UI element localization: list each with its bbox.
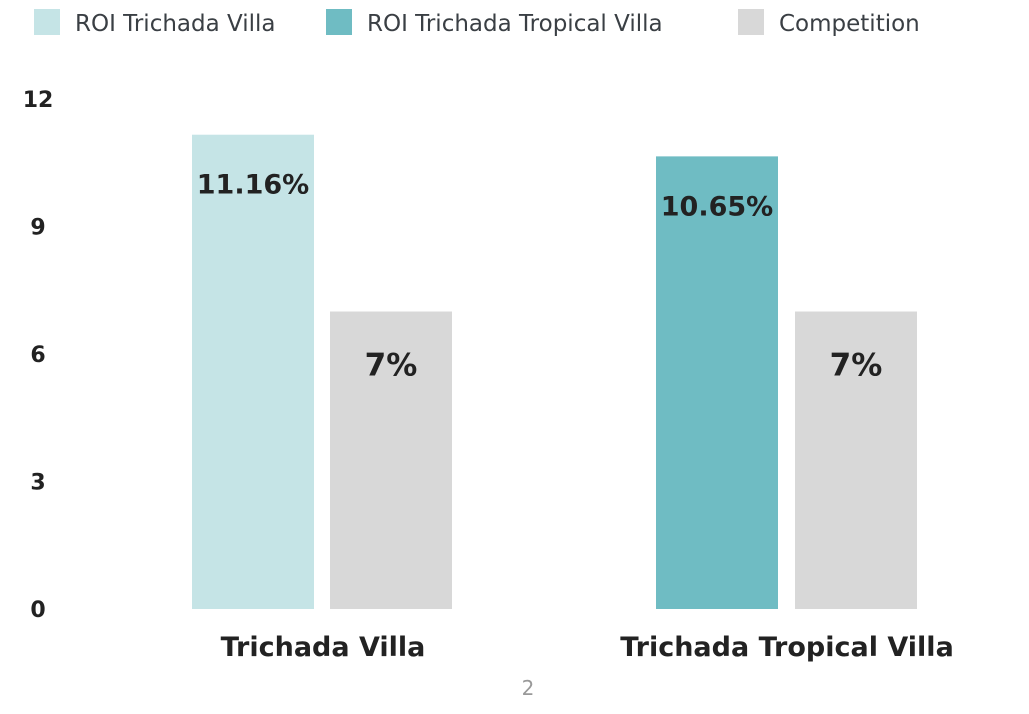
bar-2-2 bbox=[795, 311, 917, 609]
x-tick-label-2: Trichada Tropical Villa bbox=[620, 632, 954, 663]
legend-label-1: ROI Trichada Villa bbox=[75, 11, 276, 37]
legend-swatch-1 bbox=[34, 9, 60, 35]
data-label-1-1: 11.16% bbox=[197, 170, 309, 201]
legend-label-2: ROI Trichada Tropical Villa bbox=[367, 11, 663, 37]
legend: ROI Trichada Villa ROI Trichada Tropical … bbox=[34, 9, 920, 37]
legend-label-3: Competition bbox=[779, 11, 920, 37]
y-axis: 0 3 6 9 12 bbox=[23, 88, 54, 623]
y-tick-label-4: 9 bbox=[30, 216, 45, 241]
legend-swatch-3 bbox=[738, 9, 764, 35]
data-label-2-1: 10.65% bbox=[661, 191, 773, 222]
data-label-2-2: 7% bbox=[830, 348, 883, 384]
x-axis: Trichada Villa Trichada Tropical Villa bbox=[221, 632, 954, 663]
data-label-1-2: 7% bbox=[365, 348, 418, 384]
legend-swatch-2 bbox=[326, 9, 352, 35]
bar-1-1 bbox=[192, 134, 314, 609]
y-tick-label-5: 12 bbox=[23, 88, 54, 113]
bar-2-1 bbox=[656, 156, 778, 609]
y-tick-label-3: 6 bbox=[30, 343, 45, 368]
bar-1-2 bbox=[330, 311, 452, 609]
x-tick-label-1: Trichada Villa bbox=[221, 632, 426, 663]
y-tick-label-2: 3 bbox=[30, 471, 45, 496]
y-tick-label-1: 0 bbox=[30, 598, 45, 623]
page-number: 2 bbox=[522, 676, 535, 700]
bars: 11.16% 7% 10.65% 7% bbox=[192, 134, 917, 609]
